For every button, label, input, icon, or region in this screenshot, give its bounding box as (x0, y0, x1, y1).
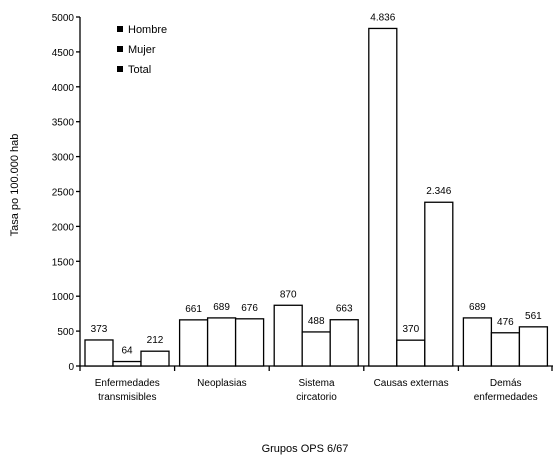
data-label: 212 (147, 335, 164, 346)
category-label: Demás (490, 378, 522, 389)
data-label: 2.346 (426, 186, 451, 197)
category-label: transmisibles (98, 392, 156, 403)
legend-label: Mujer (128, 44, 156, 56)
data-label: 689 (213, 302, 230, 313)
y-tick-label: 4000 (52, 83, 75, 94)
y-tick-label: 0 (68, 362, 74, 373)
bar (329, 319, 359, 367)
data-label: 488 (308, 316, 325, 327)
legend-marker (117, 26, 123, 32)
legend: Hombre Mujer Total (117, 24, 167, 76)
legend-label: Total (128, 64, 151, 76)
bar (206, 317, 237, 367)
category-label: enfermedades (474, 392, 538, 403)
bar (273, 304, 303, 367)
category-label: Neoplasias (197, 378, 246, 389)
y-tick-label: 3000 (52, 153, 75, 164)
y-tick-label: 1000 (52, 292, 75, 303)
bar (301, 331, 331, 367)
y-tick-label: 500 (57, 327, 74, 338)
bar (462, 317, 493, 367)
data-label: 561 (525, 311, 542, 322)
y-tick-label: 5000 (52, 13, 75, 24)
bar (84, 339, 114, 367)
legend-marker (117, 46, 123, 52)
category-labels: Enfermedades transmisibles Neoplasias Siste… (95, 378, 538, 403)
y-tick-label: 4500 (52, 48, 75, 59)
bars (84, 27, 549, 367)
data-label: 476 (497, 317, 514, 328)
data-label: 870 (280, 289, 297, 300)
bar (178, 319, 209, 367)
data-label: 64 (121, 346, 133, 357)
category-label: Causas externas (374, 378, 449, 389)
data-label: 676 (241, 303, 258, 314)
bar (490, 332, 521, 367)
data-label: 370 (402, 324, 419, 335)
data-label: 661 (185, 304, 202, 315)
y-axis-title: Tasa po 100.000 hab (9, 134, 21, 237)
y-tick-label: 2000 (52, 222, 75, 233)
legend-label: Hombre (128, 24, 167, 36)
bar (396, 339, 426, 367)
data-labels: 373 64 212 661 689 676 870 488 663 4.836 370 2.346 6… (91, 12, 543, 356)
bar (424, 201, 454, 367)
x-axis-title: Grupos OPS 6/67 (262, 443, 349, 455)
category-label: Sistema (298, 378, 335, 389)
data-label: 689 (469, 302, 486, 313)
legend-marker (117, 66, 123, 72)
bar (112, 360, 142, 367)
y-tick-label: 2500 (52, 188, 75, 199)
data-label: 4.836 (370, 12, 395, 23)
bar (368, 27, 398, 367)
data-label: 373 (91, 324, 108, 335)
bar (140, 350, 170, 367)
bar (234, 318, 265, 367)
category-label: circatorio (296, 392, 337, 403)
bar (518, 326, 549, 367)
category-label: Enfermedades (95, 378, 160, 389)
data-label: 663 (336, 304, 353, 315)
y-tick-label: 3500 (52, 118, 75, 129)
y-tick-label: 1500 (52, 257, 75, 268)
